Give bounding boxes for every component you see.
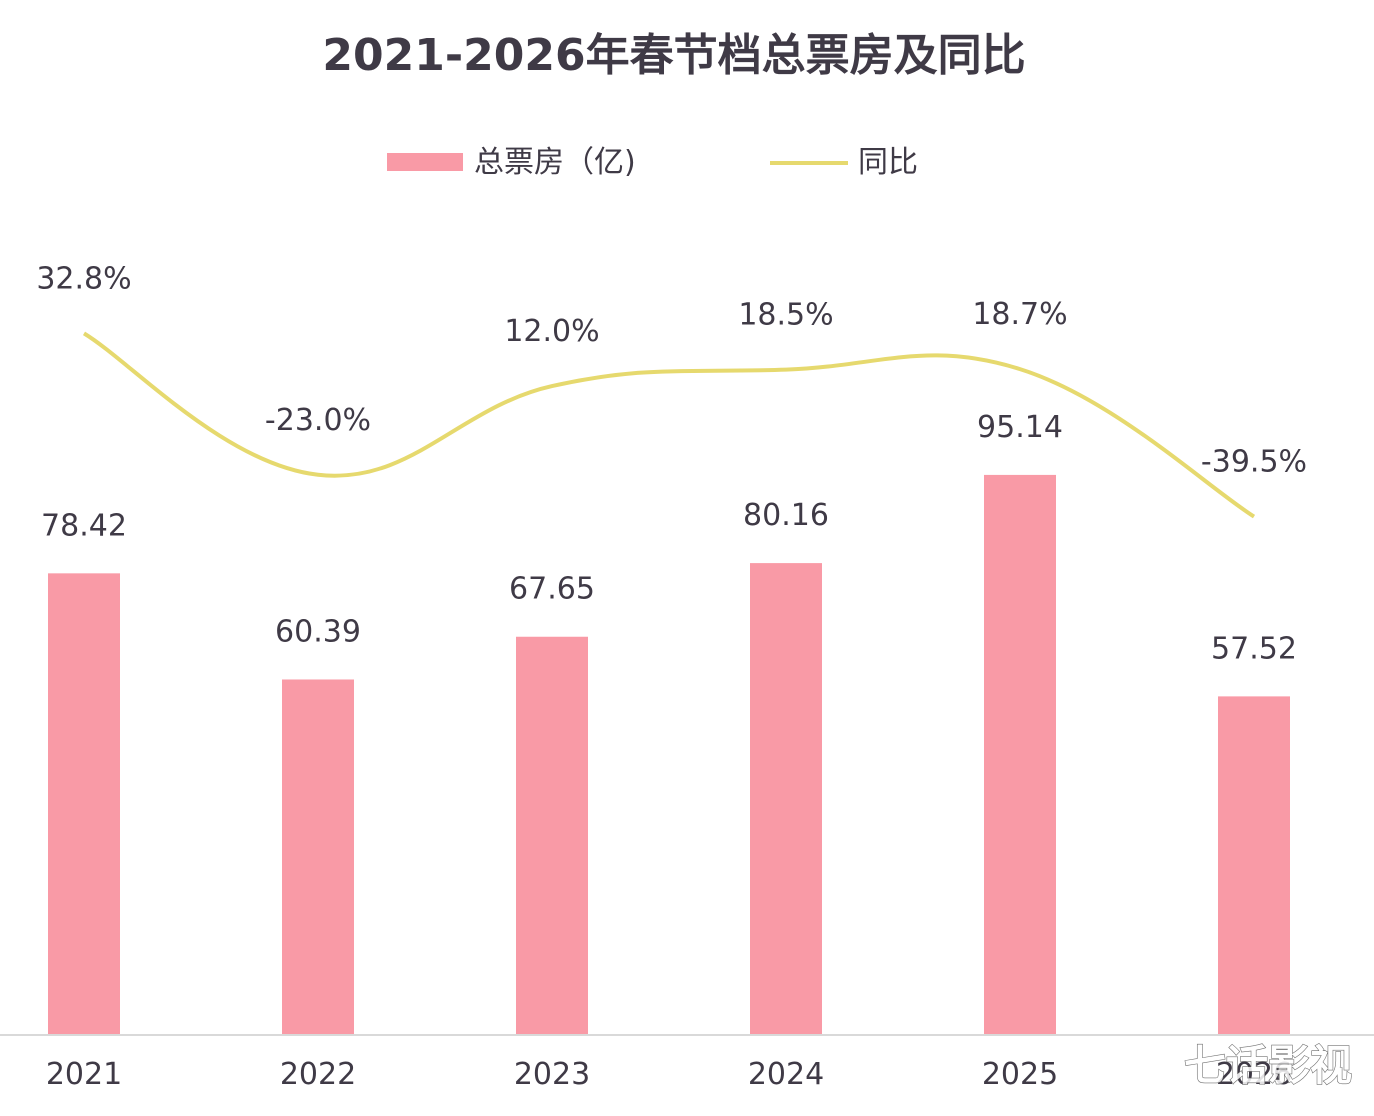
bar-value-label-2022: 60.39 [275,614,361,649]
bar-value-label-2026: 57.52 [1211,631,1297,666]
x-tick-label-2021: 2021 [46,1057,122,1092]
yoy-label-2025: 18.7% [972,297,1067,332]
labels-layer: 78.42 60.39 67.65 80.16 95.14 57.52 32.8% -23.0… [36,261,1307,666]
yoy-label-2024: 18.5% [738,298,833,333]
x-tick-label-2026: 2026 [1216,1057,1292,1092]
bars-layer [48,474,1290,1035]
ticks-layer: 2021 2022 2023 2024 2025 2026 [46,1057,1292,1092]
bar-2026 [1218,696,1290,1035]
x-tick-label-2022: 2022 [280,1057,356,1092]
watermark: 七话影视 [1184,1041,1352,1090]
x-tick-label-2024: 2024 [748,1057,824,1092]
chart-title: 2021-2026年春节档总票房及同比 [322,30,1025,81]
yoy-label-2021: 32.8% [36,261,131,296]
bar-value-label-2024: 80.16 [743,498,829,533]
legend-swatch-bar [387,153,463,171]
legend-label-bar: 总票房（亿) [474,145,636,180]
bar-value-label-2025: 95.14 [977,410,1063,445]
x-tick-label-2023: 2023 [514,1057,590,1092]
bar-2025 [984,474,1056,1035]
yoy-label-2026: -39.5% [1201,445,1307,480]
bar-2024 [750,563,822,1035]
bar-2023 [516,636,588,1035]
x-tick-label-2025: 2025 [982,1057,1058,1092]
yoy-label-2022: -23.0% [265,403,371,438]
yoy-line [82,331,1256,519]
bar-2021 [48,573,120,1035]
bar-value-label-2021: 78.42 [41,508,127,543]
bar-2022 [282,679,354,1035]
legend-label-line: 同比 [858,145,918,180]
yoy-label-2023: 12.0% [504,314,599,349]
legend: 总票房（亿) 同比 [387,145,918,180]
line-layer [82,331,1256,519]
bar-value-label-2023: 67.65 [509,572,595,607]
